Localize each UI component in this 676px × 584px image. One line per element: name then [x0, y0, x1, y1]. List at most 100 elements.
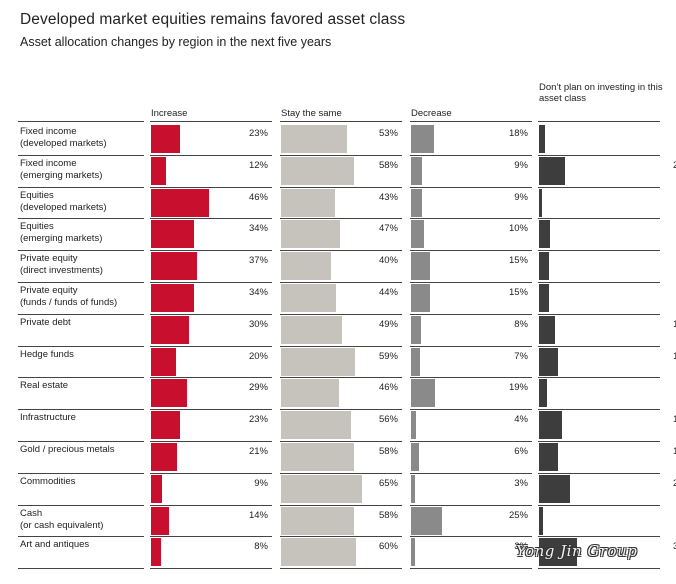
bar-stay-the-same — [281, 188, 335, 217]
row-label: Equities (emerging markets) — [20, 221, 148, 245]
bar-stay-the-same — [281, 252, 331, 281]
row-label-line: (emerging markets) — [20, 169, 103, 181]
bar-dont-plan — [539, 347, 558, 376]
row-label-line: Fixed income — [20, 157, 77, 169]
value-label-decrease: 3% — [514, 541, 528, 553]
row-divider — [538, 250, 660, 252]
value-label-stay-the-same: 49% — [378, 318, 398, 330]
row-divider — [18, 186, 144, 188]
bar-increase — [151, 156, 166, 185]
bar-increase — [151, 411, 180, 440]
bar-decrease — [411, 220, 424, 249]
row-divider — [538, 186, 660, 188]
row-divider — [410, 282, 532, 283]
bar-stay-the-same — [281, 443, 354, 471]
bar-dont-plan — [539, 315, 556, 344]
value-label-stay-the-same: 46% — [378, 382, 398, 394]
row-label: Private equity (funds / funds of funds) — [20, 285, 148, 309]
bar-stay-the-same — [281, 156, 354, 185]
row-divider — [150, 472, 272, 474]
bar-dont-plan — [539, 506, 543, 535]
row-label-line: Fixed income — [20, 126, 77, 137]
bar-dont-plan — [539, 443, 558, 471]
row-divider — [280, 441, 402, 442]
value-label-dont-plan: 25% — [672, 477, 676, 489]
bar-decrease — [411, 125, 434, 153]
bar-stay-the-same — [281, 379, 339, 408]
value-label-decrease: 7% — [514, 350, 528, 362]
column-header-rule — [150, 121, 272, 122]
value-label-increase: 21% — [248, 446, 268, 457]
bar-increase — [151, 188, 209, 217]
row-label: Fixed income (developed markets) — [20, 126, 148, 150]
row-label: Hedge funds — [20, 349, 148, 361]
row-divider — [280, 377, 402, 379]
row-divider — [280, 282, 402, 283]
bar-dont-plan — [539, 220, 551, 249]
value-label-increase: 46% — [248, 191, 268, 203]
bar-increase — [151, 474, 163, 503]
row-label: Cash (or cash equivalent) — [20, 508, 148, 532]
row-divider — [18, 377, 144, 379]
row-divider — [410, 504, 532, 506]
value-label-increase: 34% — [248, 223, 268, 235]
value-label-decrease: 9% — [514, 159, 528, 171]
row-divider — [280, 186, 402, 188]
chart-subtitle: Asset allocation changes by region in th… — [20, 35, 332, 49]
row-label: Commodities — [20, 476, 148, 488]
bar-dont-plan — [539, 411, 562, 440]
row-label-line: Private debt — [20, 316, 71, 328]
row-label-line: Private equity — [20, 285, 78, 296]
bar-stay-the-same — [281, 411, 351, 440]
bar-dont-plan — [539, 379, 547, 408]
bar-dont-plan — [539, 252, 549, 281]
row-label-line: (direct investments) — [20, 265, 103, 277]
value-label-stay-the-same: 58% — [378, 446, 398, 457]
row-divider — [18, 154, 144, 156]
value-label-decrease: 8% — [514, 318, 528, 330]
bar-dont-plan — [539, 156, 566, 185]
value-label-dont-plan: 2% — [652, 192, 676, 203]
bar-dont-plan — [539, 474, 571, 503]
bar-increase — [151, 220, 194, 249]
bar-dont-plan — [539, 188, 542, 217]
row-divider — [538, 568, 660, 570]
bar-stay-the-same — [281, 347, 355, 376]
row-divider — [538, 441, 660, 442]
value-label-increase: 23% — [248, 414, 268, 426]
row-divider — [18, 313, 144, 315]
row-label-line: Commodities — [20, 475, 76, 487]
value-label-dont-plan: 13% — [672, 318, 676, 330]
row-divider — [18, 282, 144, 283]
row-label-line: (emerging markets) — [20, 233, 103, 245]
value-label-stay-the-same: 60% — [378, 541, 398, 553]
row-label-line: Infrastructure — [20, 412, 76, 424]
row-divider — [150, 154, 272, 156]
row-divider — [538, 504, 660, 506]
bar-decrease — [411, 411, 416, 440]
row-divider — [18, 472, 144, 474]
row-divider — [280, 313, 402, 315]
value-label-stay-the-same: 56% — [378, 414, 398, 426]
bar-decrease — [411, 252, 430, 281]
row-divider — [150, 377, 272, 379]
value-label-stay-the-same: 65% — [378, 477, 398, 489]
row-divider — [410, 345, 532, 347]
row-divider — [410, 250, 532, 252]
value-label-increase: 34% — [248, 287, 268, 298]
value-label-dont-plan: 6% — [652, 382, 676, 393]
bar-increase — [151, 125, 180, 153]
row-divider — [410, 313, 532, 315]
bar-increase — [151, 443, 178, 471]
value-label-dont-plan: 9% — [652, 223, 676, 234]
row-divider — [538, 154, 660, 156]
row-divider — [150, 282, 272, 283]
bar-increase — [151, 538, 161, 567]
value-label-increase: 37% — [248, 255, 268, 267]
bar-increase — [151, 347, 176, 376]
bar-decrease — [411, 188, 423, 217]
bar-increase — [151, 284, 194, 312]
value-label-decrease: 6% — [514, 446, 528, 457]
row-divider — [410, 377, 532, 379]
row-divider — [150, 568, 272, 570]
